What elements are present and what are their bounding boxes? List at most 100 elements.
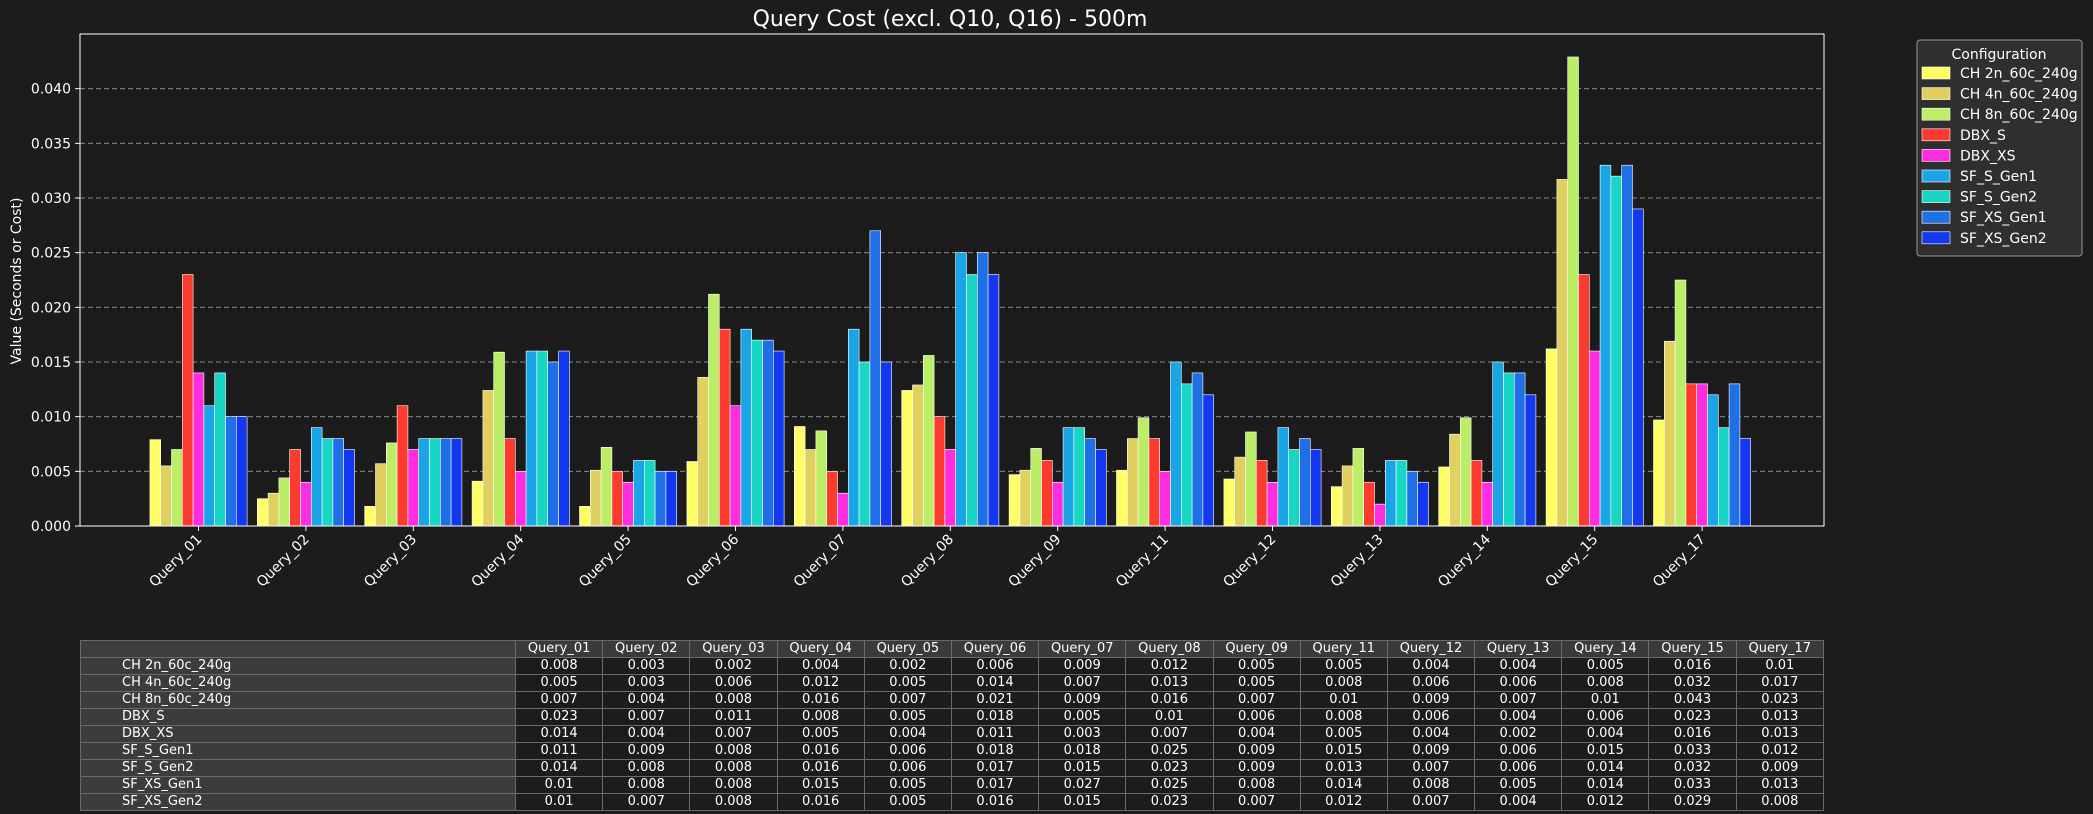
x-tick-label: Query_12	[1220, 532, 1279, 591]
bar	[665, 471, 678, 527]
bar	[547, 361, 559, 527]
table-cell: 0.004	[1474, 657, 1563, 675]
table-row: SF_XS_Gen1 0.01 0.008 0.008 0.015 0.005 0.017 0…	[80, 776, 1825, 794]
table-column-header: Query_02	[602, 640, 691, 658]
bar	[1288, 449, 1300, 527]
table-cell: 0.023	[1125, 759, 1214, 777]
table-row-label: DBX_XS	[80, 725, 516, 743]
table-cell: 0.004	[1561, 725, 1650, 743]
table-cell: 0.014	[1561, 776, 1650, 794]
table-cell: 0.009	[1212, 759, 1301, 777]
table-cell: 0.005	[863, 708, 952, 726]
legend-label: DBX_S	[1960, 128, 2006, 144]
bar	[1556, 179, 1569, 527]
legend-title: Configuration	[1952, 47, 2047, 63]
bar	[1277, 427, 1290, 527]
bar	[149, 439, 161, 527]
table-cell: 0.005	[1474, 776, 1563, 794]
y-tick-label: 0.035	[31, 136, 71, 152]
bar	[1137, 417, 1150, 527]
bar	[987, 274, 1000, 527]
legend-swatch	[1921, 87, 1951, 100]
x-tick-label: Query_07	[791, 532, 850, 591]
bar	[1545, 348, 1558, 527]
bar	[1008, 474, 1021, 527]
table-cell: 0.033	[1648, 742, 1737, 760]
x-tick-label: Query_02	[254, 532, 313, 591]
table-cell: 0.008	[1561, 674, 1650, 692]
table-cell: 0.011	[514, 742, 604, 760]
y-tick-label: 0.005	[31, 464, 71, 480]
table-cell: 0.009	[1386, 742, 1476, 760]
bar	[1674, 279, 1687, 527]
bar	[1062, 427, 1075, 527]
bar	[826, 471, 838, 527]
bar	[1127, 438, 1139, 527]
table-cell: 0.003	[1038, 725, 1127, 743]
table-cell: 0.002	[689, 657, 778, 675]
bar	[1374, 503, 1386, 527]
bar	[718, 328, 731, 527]
legend-swatch	[1921, 66, 1951, 80]
bar	[1707, 394, 1719, 527]
bar	[847, 328, 860, 527]
bar	[579, 506, 591, 527]
bar	[558, 350, 570, 527]
bar	[171, 449, 183, 527]
legend-swatch	[1921, 210, 1951, 224]
table-cell: 0.005	[863, 776, 952, 794]
y-tick-label: 0.020	[31, 300, 71, 316]
bar	[343, 449, 355, 527]
table-cell: 0.013	[1299, 759, 1388, 777]
x-tick-label: Query_11	[1113, 532, 1172, 591]
table-cell: 0.029	[1648, 793, 1737, 811]
legend-label: CH 4n_60c_240g	[1960, 87, 2078, 103]
table-cell: 0.007	[863, 691, 952, 709]
y-tick-label: 0.025	[31, 246, 71, 262]
table-cell: 0.004	[1474, 708, 1563, 726]
gridlines	[80, 88, 1824, 472]
table-cell: 0.007	[1386, 793, 1476, 811]
table-cell: 0.011	[950, 725, 1040, 743]
x-axis-ticks: Query_01 Query_02 Query_03 Query_04 Query_05…	[146, 526, 1709, 590]
table-cell: 0.006	[1386, 708, 1476, 726]
table-cell: 0.01	[1561, 691, 1650, 709]
legend-label: SF_S_Gen1	[1960, 169, 2037, 185]
table-cell: 0.006	[689, 674, 778, 692]
table-cell: 0.002	[863, 657, 952, 675]
bar	[1159, 471, 1171, 527]
table-cell: 0.005	[514, 674, 604, 692]
table-cell: 0.008	[689, 742, 778, 760]
table-cell: 0.008	[1299, 674, 1388, 692]
bar	[1041, 460, 1053, 527]
table-cell: 0.013	[1735, 725, 1825, 743]
table-cell: 0.013	[1735, 776, 1825, 794]
legend-swatch	[1921, 169, 1951, 183]
table-cell: 0.005	[863, 793, 952, 811]
table-column-header: Query_07	[1038, 640, 1127, 658]
bar	[1073, 427, 1086, 527]
bar	[837, 492, 849, 527]
legend-label: SF_XS_Gen1	[1960, 210, 2047, 226]
bar	[278, 477, 290, 527]
table-cell: 0.032	[1648, 759, 1737, 777]
bar	[589, 469, 602, 527]
x-tick-label: Query_03	[361, 532, 420, 591]
bar	[1718, 427, 1730, 527]
table-cell: 0.004	[1386, 657, 1476, 675]
bar	[514, 471, 527, 527]
table-cell: 0.003	[602, 674, 691, 692]
table-column-header: Query_01	[514, 640, 604, 658]
bar	[1449, 433, 1461, 527]
bar	[633, 460, 645, 527]
table-header-row: Query_01 Query_02 Query_03 Query_04 Query_05…	[80, 640, 1825, 658]
table-cell: 0.008	[689, 691, 778, 709]
table-row-label: SF_S_Gen2	[80, 759, 516, 777]
y-tick-label: 0.010	[31, 410, 71, 426]
bar	[267, 492, 280, 527]
bar	[751, 339, 763, 527]
bar	[203, 405, 215, 527]
table-cell: 0.008	[1299, 708, 1388, 726]
table-cell: 0.008	[514, 657, 604, 675]
table-cell: 0.012	[1561, 793, 1650, 811]
